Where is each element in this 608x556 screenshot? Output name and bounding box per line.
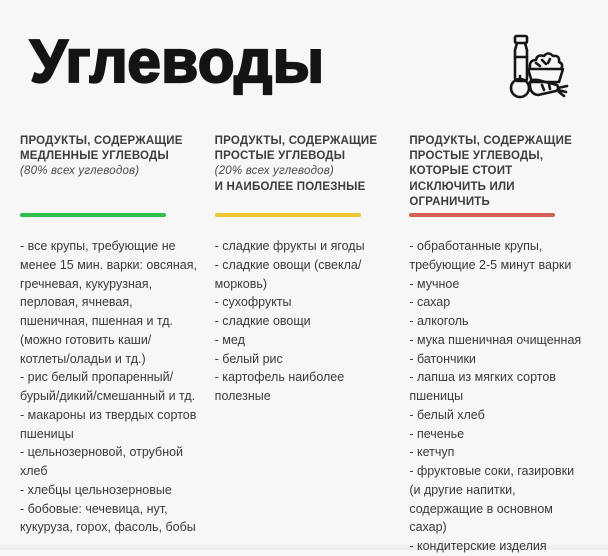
column-header: ПРОДУКТЫ, СОДЕРЖАЩИЕ ПРОСТЫЕ УГЛЕВОДЫ, К… [409, 134, 588, 211]
list-item: - фруктовые соки, газировки (и другие на… [409, 464, 575, 535]
list-item: - сладкие овощи (свекла/морковь) [214, 257, 362, 291]
column-title: ПРОДУКТЫ, СОДЕРЖАЩИЕ ПРОСТЫЕ УГЛЕВОДЫ [214, 135, 378, 163]
groceries-icon [502, 30, 574, 109]
list-item: - алкоголь [409, 314, 469, 328]
food-list: - обработанные крупы, требующие 2-5 мину… [409, 237, 588, 556]
list-item: - мука пшеничная очищенная [409, 332, 582, 347]
column-header: ПРОДУКТЫ, СОДЕРЖАЩИЕ ПРОСТЫЕ УГЛЕВОДЫ (2… [215, 134, 394, 211]
divider-bar-green [20, 213, 166, 217]
column-title-suffix: И НАИБОЛЕЕ ПОЛЕЗНЫЕ [214, 180, 366, 193]
list-item: - кондитерские изделия [409, 539, 547, 553]
column-note: (20% всех углеводов) [214, 165, 334, 178]
list-item: - лапша из мягких сортов пшеницы [409, 370, 556, 403]
column-simple-carbs-limit: ПРОДУКТЫ, СОДЕРЖАЩИЕ ПРОСТЫЕ УГЛЕВОДЫ, К… [409, 134, 588, 556]
columns: ПРОДУКТЫ, СОДЕРЖАЩИЕ МЕДЛЕННЫЕ УГЛЕВОДЫ … [0, 104, 608, 556]
column-slow-carbs: ПРОДУКТЫ, СОДЕРЖАЩИЕ МЕДЛЕННЫЕ УГЛЕВОДЫ … [20, 134, 199, 556]
column-header: ПРОДУКТЫ, СОДЕРЖАЩИЕ МЕДЛЕННЫЕ УГЛЕВОДЫ … [20, 134, 199, 211]
list-item: - печенье [409, 426, 465, 441]
column-title: ПРОДУКТЫ, СОДЕРЖАЩИЕ МЕДЛЕННЫЕ УГЛЕВОДЫ [20, 135, 183, 163]
divider-bar-yellow [214, 213, 361, 217]
list-item: - батончики [409, 351, 476, 366]
list-item: - обработанные крупы, требующие 2-5 мину… [409, 239, 572, 272]
list-item: - хлебцы цельнозерновые [20, 482, 172, 497]
column-title: ПРОДУКТЫ, СОДЕРЖАЩИЕ ПРОСТЫЕ УГЛЕВОДЫ, К… [409, 135, 572, 208]
list-item: - белый хлеб [409, 407, 485, 422]
list-item: - картофель наиболее полезные [214, 370, 345, 403]
list-item: - сладкие овощи [214, 314, 311, 328]
column-simple-carbs-healthy: ПРОДУКТЫ, СОДЕРЖАЩИЕ ПРОСТЫЕ УГЛЕВОДЫ (2… [214, 134, 394, 556]
list-item: - мучное [409, 276, 460, 291]
header: Углеводы [0, 0, 608, 104]
list-item: - сладкие фрукты и ягоды [214, 239, 365, 253]
column-note: (80% всех углеводов) [20, 165, 140, 178]
list-item: - макароны из твердых сортов пшеницы [20, 407, 197, 441]
list-item: - сухофрукты [214, 295, 292, 310]
list-item: - цельнозерновой, отрубной хлеб [20, 445, 184, 478]
list-item: - бобовые: чечевица, нут, кукуруза, горо… [20, 501, 196, 535]
list-item: - сахар [409, 295, 451, 310]
page-title: Углеводы [29, 28, 325, 95]
divider-bar-red [409, 213, 556, 217]
food-list: - сладкие фрукты и ягоды - сладкие овощи … [215, 237, 394, 406]
list-item: - белый рис [214, 351, 283, 366]
list-item: - все крупы, требующие не менее 15 мин. … [20, 239, 197, 366]
list-item: - рис белый пропаренный/бурый/дикий/смеш… [20, 370, 196, 403]
list-item: - кетчуп [409, 445, 455, 460]
food-list: - все крупы, требующие не менее 15 мин. … [20, 237, 199, 537]
list-item: - мед [214, 332, 245, 347]
